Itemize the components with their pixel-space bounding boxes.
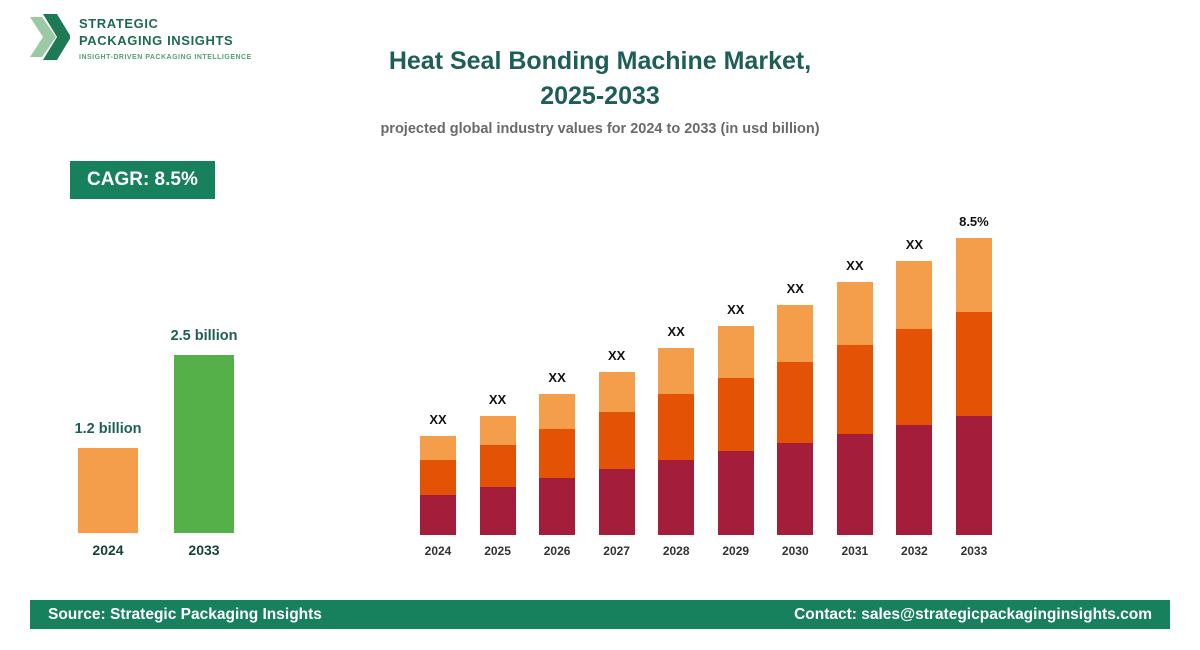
stacked-chart: XX 2024 XX 2025 XX 2026 XX 2027 XX 2028 XX 2029 XX 20… <box>420 214 992 558</box>
bar-segment-bottom-segment <box>539 478 576 535</box>
bar-top-label: XX <box>905 237 924 252</box>
stacked-bar-group: 8.5% 2033 <box>955 214 992 558</box>
mini-bar-group: 1.2 billion 2024 <box>75 421 142 558</box>
bar-top-label: XX <box>607 348 626 363</box>
stacked-bar-group: XX 2032 <box>896 237 933 558</box>
stacked-bar-group: XX 2025 <box>479 392 516 558</box>
bar-segment-bottom-segment <box>717 451 754 535</box>
x-axis-label: 2029 <box>722 544 750 558</box>
stacked-bar-group: XX 2031 <box>836 258 873 558</box>
bar-segment-bottom-segment <box>479 487 516 535</box>
footer-contact: Contact: sales@strategicpackaginginsight… <box>794 605 1152 623</box>
bar-segment-middle-segment <box>539 429 576 478</box>
x-axis-label: 2031 <box>841 544 869 558</box>
bar-segment-top-segment <box>777 305 814 362</box>
bar-segment-middle-segment <box>777 362 814 443</box>
bar-segment-top-segment <box>420 436 456 460</box>
bar-segment-middle-segment <box>955 312 992 416</box>
x-axis-label: 2025 <box>484 544 511 558</box>
logo-tagline: INSIGHT-DRIVEN PACKAGING INTELLIGENCE <box>79 53 252 61</box>
bar-segment-middle-segment <box>896 329 933 425</box>
bar-top-label: XX <box>667 324 685 339</box>
bar-segment-middle-segment <box>836 345 873 434</box>
stacked-bar-group: XX 2027 <box>598 348 635 558</box>
bar-segment-middle-segment <box>717 378 754 451</box>
stacked-bar-group: XX 2024 <box>420 412 456 558</box>
bar-segment-middle-segment <box>598 412 635 469</box>
logo-line2: PACKAGING INSIGHTS <box>79 32 234 48</box>
bar-top-label: XX <box>429 412 447 427</box>
bar-segment-bottom-segment <box>955 416 992 535</box>
x-axis-label: 2027 <box>603 544 630 558</box>
page-title-line1: Heat Seal Bonding Machine Market, <box>388 47 812 75</box>
bar-segment-top-segment <box>955 238 992 312</box>
page-subtitle: projected global industry values for 202… <box>380 121 820 137</box>
x-axis-label: 2033 <box>188 542 220 558</box>
x-axis-label: 2032 <box>901 544 928 558</box>
bar-value-label: 1.2 billion <box>74 421 142 437</box>
bar-segment-top-segment <box>896 261 933 329</box>
x-axis-label: 2033 <box>960 544 988 558</box>
x-axis-label: 2024 <box>424 544 452 558</box>
stacked-bar-group: XX 2030 <box>777 281 814 558</box>
logo-text: STRATEGIC PACKAGING INSIGHTS INSIGHT-DRI… <box>79 14 252 61</box>
bar-segment-top-segment <box>658 348 695 394</box>
stacked-bar-group: XX 2026 <box>539 370 576 558</box>
bar <box>174 355 234 533</box>
x-axis-label: 2030 <box>781 544 809 558</box>
bar-segment-bottom-segment <box>777 443 814 535</box>
logo-chevron-icon <box>30 14 70 60</box>
bar-top-label: XX <box>727 302 745 317</box>
bar-segment-bottom-segment <box>658 460 695 535</box>
bar-segment-middle-segment <box>420 460 456 495</box>
footer: Source: Strategic Packaging Insights Con… <box>30 600 1170 629</box>
bar-segment-middle-segment <box>658 394 695 460</box>
mini-chart: 1.2 billion 2024 2.5 billion 2033 <box>75 328 238 558</box>
bar-segment-top-segment <box>717 326 754 378</box>
title-block: Heat Seal Bonding Machine Market, 2025-2… <box>300 44 900 137</box>
logo: STRATEGIC PACKAGING INSIGHTS INSIGHT-DRI… <box>30 14 252 61</box>
page-title: Heat Seal Bonding Machine Market, 2025-2… <box>300 44 900 114</box>
footer-source: Source: Strategic Packaging Insights <box>48 605 322 623</box>
bar-top-label: XX <box>786 281 804 296</box>
x-axis-label: 2026 <box>543 544 571 558</box>
x-axis-label: 2024 <box>92 542 124 558</box>
stacked-bar-group: XX 2029 <box>717 302 754 558</box>
bar <box>78 448 138 533</box>
bar-segment-bottom-segment <box>598 469 635 535</box>
bar-top-label: XX <box>488 392 507 407</box>
page-title-line2: 2025-2033 <box>540 82 660 110</box>
bar-segment-top-segment <box>836 282 873 345</box>
stacked-bar-group: XX 2028 <box>658 324 695 558</box>
bar-segment-bottom-segment <box>420 495 456 535</box>
bar-top-label: 8.5% <box>959 214 989 229</box>
mini-bar-group: 2.5 billion 2033 <box>171 328 238 558</box>
bar-segment-top-segment <box>479 416 516 445</box>
bar-top-label: XX <box>846 258 864 273</box>
bar-value-label: 2.5 billion <box>170 328 238 344</box>
bar-top-label: XX <box>548 370 566 385</box>
cagr-badge: CAGR: 8.5% <box>70 161 215 199</box>
x-axis-label: 2028 <box>662 544 690 558</box>
bar-segment-bottom-segment <box>896 425 933 535</box>
bar-segment-top-segment <box>598 372 635 412</box>
bar-segment-bottom-segment <box>836 434 873 535</box>
logo-line1: STRATEGIC <box>79 16 159 31</box>
bar-segment-middle-segment <box>479 445 516 487</box>
bar-segment-top-segment <box>539 394 576 429</box>
